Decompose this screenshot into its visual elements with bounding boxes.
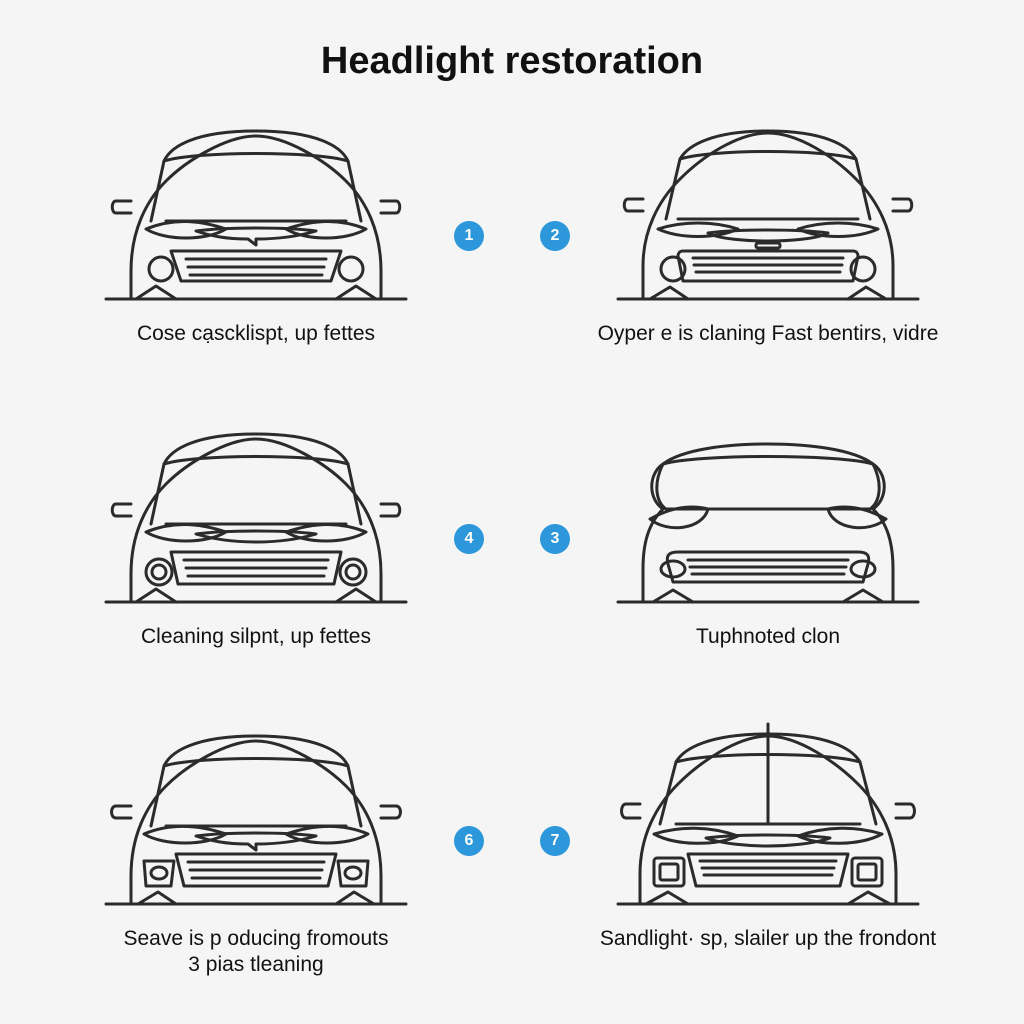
car-illustration-3: 4 <box>76 404 436 614</box>
step-number-badge-6: 7 <box>540 826 570 856</box>
step-number-badge-3: 4 <box>454 524 484 554</box>
steps-grid: 1 Cose cạscklispt, up fettes <box>30 101 994 979</box>
car-svg-2 <box>588 101 948 311</box>
car-svg-6 <box>588 706 948 916</box>
step-caption-6: Sandlight· sp, slailer up the frondont <box>600 926 936 952</box>
step-cell-2: 2 Oyper e is claning Fast bentirs, vidre <box>552 101 984 374</box>
car-svg-4 <box>588 404 948 614</box>
car-illustration-4: 3 <box>588 404 948 614</box>
step-cell-1: 1 Cose cạscklispt, up fettes <box>40 101 472 374</box>
step-number-badge-5: 6 <box>454 826 484 856</box>
car-svg-1 <box>76 101 436 311</box>
car-illustration-2: 2 <box>588 101 948 311</box>
page: Headlight restoration <box>0 0 1024 1024</box>
step-caption-2: Oyper e is claning Fast bentirs, vidre <box>598 321 939 347</box>
step-number-badge-1: 1 <box>454 221 484 251</box>
page-title: Headlight restoration <box>30 40 994 83</box>
step-number-badge-2: 2 <box>540 221 570 251</box>
step-cell-3: 4 Cleaning silpnt, up fettes <box>40 404 472 677</box>
step-caption-1: Cose cạscklispt, up fettes <box>137 321 375 347</box>
car-svg-5 <box>76 706 436 916</box>
step-caption-5: Seave is p oducing fromouts 3 pias tlean… <box>124 926 389 979</box>
car-illustration-6: 7 <box>588 706 948 916</box>
step-caption-4: Tuphnoted clon <box>696 624 840 650</box>
car-illustration-5: 6 <box>76 706 436 916</box>
car-svg-3 <box>76 404 436 614</box>
step-cell-5: 6 Seave is p oducing fromouts 3 pias tle… <box>40 706 472 979</box>
step-cell-6: 7 Sandlight· sp, slailer up the frondont <box>552 706 984 979</box>
step-caption-3: Cleaning silpnt, up fettes <box>141 624 371 650</box>
car-illustration-1: 1 <box>76 101 436 311</box>
step-cell-4: 3 Tuphnoted clon <box>552 404 984 677</box>
step-number-badge-4: 3 <box>540 524 570 554</box>
